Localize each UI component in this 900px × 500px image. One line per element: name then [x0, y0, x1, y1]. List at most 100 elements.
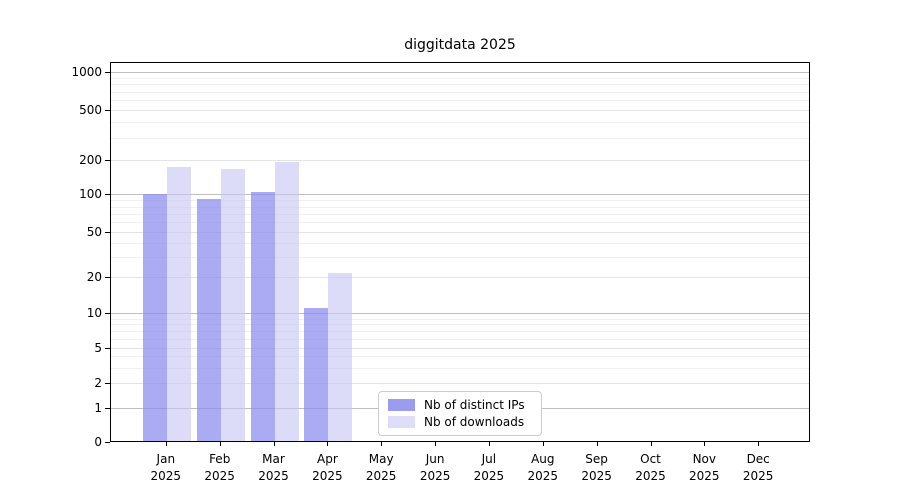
x-tick-year: 2025	[204, 469, 235, 483]
x-tick-year: 2025	[742, 469, 774, 483]
plot-area	[110, 62, 810, 442]
x-tick-year: 2025	[365, 469, 397, 483]
y-gridline	[110, 72, 810, 74]
legend-label-downloads: Nb of downloads	[424, 415, 525, 429]
x-tick-label-jun: Jun 2025	[395, 451, 475, 485]
x-tick-month: Jan	[156, 452, 176, 466]
x-tick-mark	[650, 442, 652, 446]
y-tick-label: 200	[79, 152, 102, 167]
y-gridline-minor	[110, 257, 810, 259]
x-tick-label-jan: Jan 2025	[126, 451, 206, 485]
y-tick-mark	[105, 383, 110, 385]
y-gridline-minor	[110, 331, 810, 332]
x-tick-mark	[219, 442, 221, 446]
bar-nb-of-downloads-apr	[328, 272, 353, 442]
y-tick-mark	[105, 110, 110, 111]
x-tick-year: 2025	[312, 469, 343, 483]
x-tick-month: Mar	[262, 452, 285, 466]
y-tick-mark	[105, 407, 110, 409]
x-tick-month: Jul	[481, 452, 497, 466]
legend-item-downloads: Nb of downloads	[388, 415, 532, 429]
x-tick-year: 2025	[689, 469, 720, 483]
x-tick-mark	[381, 442, 383, 446]
y-tick-label: 10	[86, 306, 102, 321]
y-tick-label: 2	[94, 376, 102, 391]
y-gridline-minor	[110, 206, 810, 208]
y-gridline-minor	[110, 318, 810, 320]
x-tick-month: Apr	[317, 452, 338, 466]
y-gridline	[110, 110, 810, 111]
y-tick-label: 500	[79, 103, 102, 117]
y-tick-label: 0	[94, 435, 102, 449]
bar-nb-of-downloads-mar	[274, 162, 299, 442]
x-tick-mark	[435, 442, 437, 446]
x-tick-mark	[165, 442, 167, 446]
y-gridline-minor	[110, 222, 810, 224]
x-tick-year: 2025	[581, 469, 612, 483]
x-tick-label-may: May 2025	[341, 451, 421, 485]
y-gridline-minor	[110, 356, 810, 358]
x-tick-mark	[596, 442, 598, 446]
x-tick-mark	[273, 442, 275, 446]
x-tick-mark	[758, 442, 760, 446]
bar-nb-of-distinct-ips-apr	[304, 308, 329, 442]
x-tick-label-jul: Jul 2025	[449, 451, 529, 485]
y-gridline-minor	[110, 213, 810, 215]
y-tick-label: 5	[94, 340, 102, 355]
y-gridline	[110, 194, 810, 196]
y-gridline-minor	[110, 122, 810, 124]
y-tick-label: 50	[86, 225, 102, 240]
bar-nb-of-downloads-jan	[166, 167, 191, 442]
y-tick-label: 1	[94, 400, 102, 415]
x-tick-mark	[488, 442, 490, 446]
legend-item-distinct-ips: Nb of distinct IPs	[388, 398, 532, 412]
y-tick-mark	[105, 313, 110, 315]
y-tick-mark	[105, 159, 110, 161]
x-tick-month: May	[368, 452, 394, 466]
x-tick-mark	[542, 442, 544, 446]
x-tick-label-apr: Apr 2025	[287, 451, 367, 485]
legend-label-distinct-ips: Nb of distinct IPs	[424, 398, 525, 412]
y-gridline	[110, 159, 810, 161]
y-gridline	[110, 383, 810, 385]
y-gridline-minor	[110, 338, 810, 340]
bar-nb-of-distinct-ips-feb	[196, 198, 221, 442]
y-tick-mark	[105, 72, 110, 74]
y-gridline-minor	[110, 100, 810, 102]
y-tick-mark	[105, 194, 110, 196]
y-gridline	[110, 313, 810, 315]
y-gridline	[110, 277, 810, 279]
x-tick-mark	[327, 442, 329, 446]
x-tick-year: 2025	[419, 469, 451, 483]
x-tick-month: Sep	[585, 452, 608, 466]
y-tick-mark	[105, 442, 110, 443]
x-tick-year: 2025	[527, 469, 559, 483]
x-tick-month: Nov	[692, 452, 716, 466]
y-gridline-minor	[110, 91, 810, 93]
legend-swatch-distinct-ips	[388, 399, 415, 411]
x-tick-year: 2025	[635, 469, 666, 483]
x-tick-month: Aug	[531, 452, 555, 466]
x-tick-year: 2025	[258, 469, 289, 483]
x-tick-label-nov: Nov 2025	[664, 451, 744, 485]
y-tick-label: 20	[86, 270, 102, 285]
x-tick-mark	[704, 442, 706, 446]
x-tick-label-mar: Mar 2025	[234, 451, 314, 485]
bar-nb-of-distinct-ips-mar	[250, 192, 275, 442]
y-gridline-minor	[110, 84, 810, 86]
bar-nb-of-downloads-feb	[220, 169, 245, 442]
y-tick-label: 1000	[71, 65, 102, 80]
x-tick-month: Jun	[425, 452, 445, 466]
y-gridline	[110, 232, 810, 234]
y-gridline-minor	[110, 243, 810, 245]
x-tick-year: 2025	[473, 469, 505, 483]
x-tick-month: Feb	[209, 452, 231, 466]
x-tick-year: 2025	[150, 469, 182, 483]
y-gridline-minor	[110, 324, 810, 326]
y-gridline	[110, 347, 810, 349]
x-tick-month: Dec	[746, 452, 770, 466]
chart-title: diggitdata 2025	[404, 37, 516, 53]
y-tick-mark	[105, 277, 110, 279]
y-gridline-minor	[110, 78, 810, 79]
